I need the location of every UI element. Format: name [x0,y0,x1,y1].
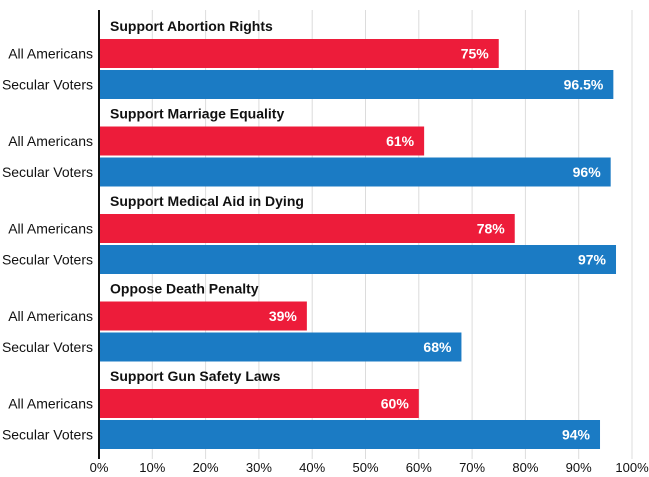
x-tick-label: 30% [246,460,272,475]
category-label: Secular Voters [2,339,93,355]
bar [99,245,617,274]
category-label: All Americans [8,221,93,237]
data-label: 96% [573,164,602,180]
x-tick-label: 80% [512,460,538,475]
group-title: Support Gun Safety Laws [110,368,281,384]
bar [99,70,614,99]
bar [99,214,515,243]
x-tick-label: 90% [566,460,592,475]
bar [99,126,425,156]
x-tick-label: 70% [459,460,485,475]
data-label: 75% [461,46,490,62]
data-label: 39% [269,308,298,324]
category-label: Secular Voters [2,164,93,180]
data-label: 78% [477,221,506,237]
bar [99,332,462,362]
group-title: Oppose Death Penalty [110,281,259,297]
bar [99,157,611,187]
group-title: Support Medical Aid in Dying [110,193,304,209]
category-label: Secular Voters [2,252,93,268]
bars [99,39,617,449]
bar [99,301,307,331]
bar [99,389,419,418]
data-label: 68% [423,339,452,355]
category-label: All Americans [8,133,93,149]
data-label: 94% [562,427,591,443]
x-tick-label: 50% [352,460,378,475]
x-tick-label: 40% [299,460,325,475]
bar [99,39,499,68]
x-tick-label: 60% [406,460,432,475]
category-label: All Americans [8,396,93,412]
data-label: 96.5% [564,77,604,93]
category-label: All Americans [8,308,93,324]
x-tick-label: 100% [615,460,649,475]
bar [99,420,601,449]
group-title: Support Marriage Equality [110,106,284,122]
category-label: Secular Voters [2,427,93,443]
x-tick-label: 10% [139,460,165,475]
x-tick-label: 0% [90,460,109,475]
x-axis-ticks: 0% 10% 20% 30% 40% 50% 60% 70% 80% 90% 100% [90,460,649,475]
x-tick-label: 20% [193,460,219,475]
data-label: 97% [578,252,607,268]
labels: Support Abortion Rights All Americans 75% S… [2,18,607,443]
data-label: 61% [386,133,415,149]
group-title: Support Abortion Rights [110,18,273,34]
category-label: Secular Voters [2,77,93,93]
data-label: 60% [381,396,410,412]
category-label: All Americans [8,46,93,62]
